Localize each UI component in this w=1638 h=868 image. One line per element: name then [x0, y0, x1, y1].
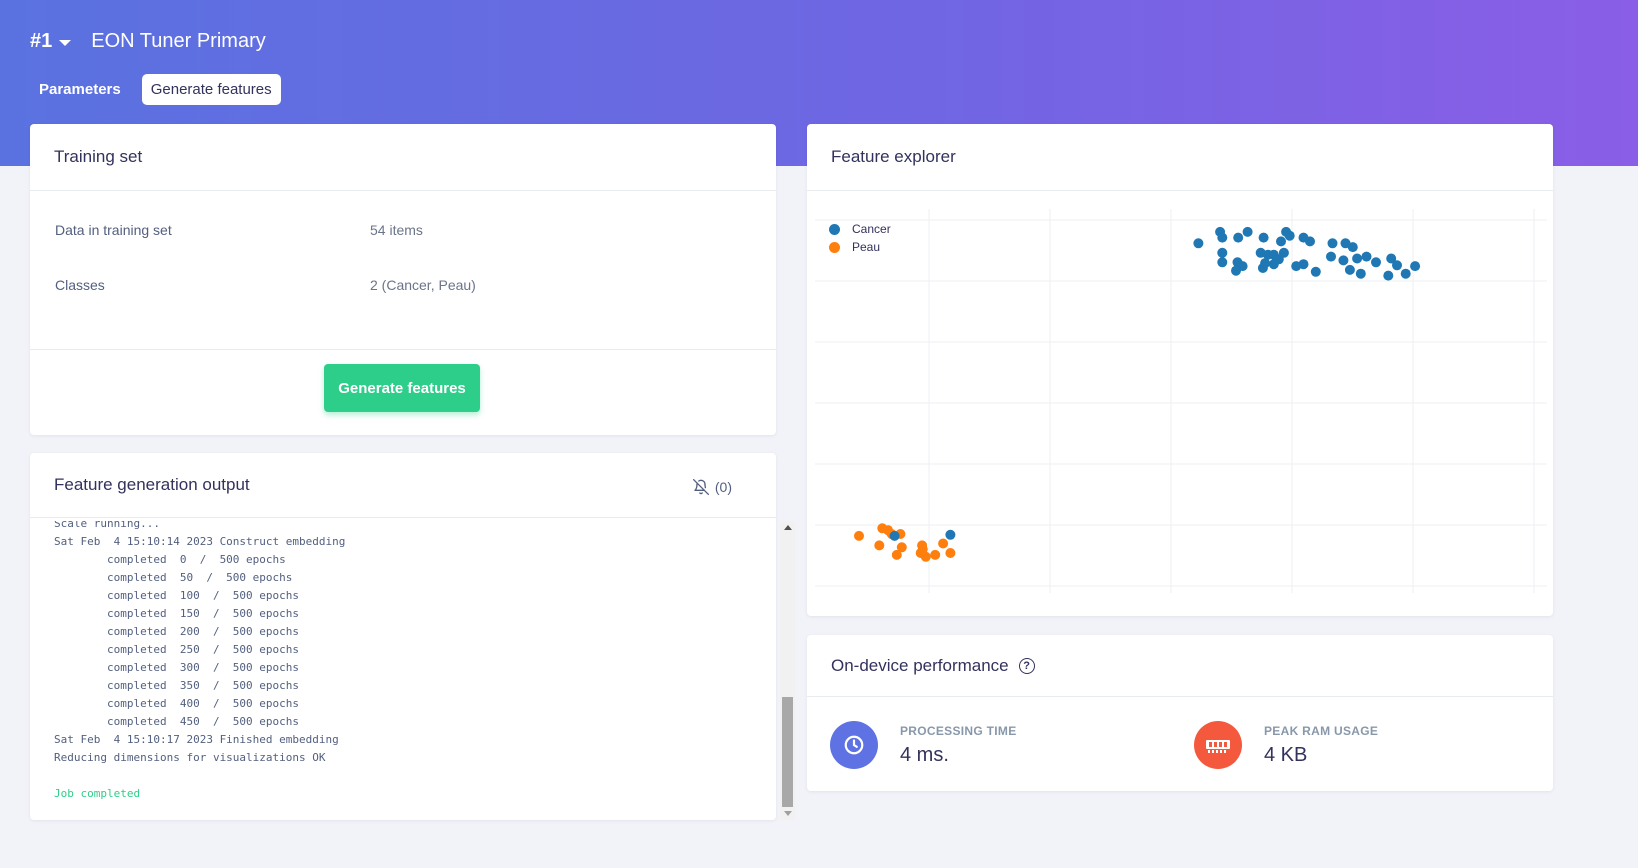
data-point-cancer[interactable]: [1310, 266, 1321, 277]
data-point-cancer[interactable]: [1361, 251, 1372, 262]
data-point-cancer[interactable]: [1338, 255, 1349, 266]
notification-toggle[interactable]: (0): [692, 479, 732, 495]
data-point-cancer[interactable]: [1383, 270, 1394, 281]
data-in-training-set-label: Data in training set: [55, 221, 172, 238]
bell-off-icon: [692, 479, 709, 495]
feature-generation-output-card: Feature generation output (0) Scale runn…: [30, 453, 795, 820]
job-status: Job completed: [54, 787, 141, 800]
data-point-cancer[interactable]: [1392, 260, 1402, 271]
data-point-cancer[interactable]: [1193, 238, 1204, 249]
data-point-cancer[interactable]: [1400, 268, 1411, 279]
data-point-peau[interactable]: [945, 548, 956, 558]
data-point-cancer[interactable]: [1284, 230, 1295, 241]
memory-icon: [1194, 721, 1242, 769]
data-point-cancer[interactable]: [1326, 251, 1336, 262]
tab-bar: Parameters Generate features: [30, 74, 281, 105]
data-point-peau[interactable]: [930, 549, 941, 560]
scroll-thumb[interactable]: [782, 697, 793, 807]
scroll-up-arrow[interactable]: [784, 525, 792, 530]
data-point-cancer[interactable]: [1231, 265, 1241, 276]
classes-value: 2 (Cancer, Peau): [370, 276, 476, 293]
feature-explorer-title: Feature explorer: [807, 124, 1553, 191]
data-point-cancer[interactable]: [1347, 242, 1358, 253]
legend-item-peau[interactable]: Peau: [829, 238, 891, 256]
training-set-title: Training set: [30, 124, 776, 191]
performance-header: On-device performance ?: [807, 635, 1553, 697]
data-point-cancer[interactable]: [1217, 257, 1228, 268]
processing-time-metric: PROCESSING TIME 4 ms.: [830, 721, 1017, 769]
data-point-cancer[interactable]: [1260, 258, 1271, 269]
peak-ram-value: 4 KB: [1264, 743, 1308, 766]
log-output[interactable]: Scale running... Sat Feb 4 15:10:14 2023…: [30, 521, 795, 820]
peak-ram-label: PEAK RAM USAGE: [1264, 723, 1379, 738]
data-point-cancer[interactable]: [945, 529, 956, 540]
tab-generate-features[interactable]: Generate features: [141, 74, 281, 105]
data-point-cancer[interactable]: [1410, 261, 1421, 272]
data-point-cancer[interactable]: [1355, 268, 1366, 279]
classes-row: Classes 2 (Cancer, Peau): [30, 257, 776, 312]
data-point-cancer[interactable]: [1327, 238, 1338, 249]
data-point-cancer[interactable]: [1344, 264, 1355, 275]
data-point-peau[interactable]: [915, 548, 926, 558]
performance-title: On-device performance: [831, 655, 1009, 675]
data-point-cancer[interactable]: [1258, 232, 1269, 243]
data-in-training-set-value: 54 items: [370, 221, 423, 238]
legend-dot-peau: [829, 241, 840, 253]
processing-time-label: PROCESSING TIME: [900, 723, 1017, 738]
classes-label: Classes: [55, 276, 105, 293]
data-point-cancer[interactable]: [1291, 261, 1302, 272]
log-lines: Scale running... Sat Feb 4 15:10:14 2023…: [54, 521, 346, 764]
chevron-down-icon: [59, 39, 72, 46]
training-set-card: Training set Data in training set 54 ite…: [30, 124, 776, 435]
log-text: Scale running... Sat Feb 4 15:10:14 2023…: [54, 521, 345, 803]
data-point-peau[interactable]: [917, 540, 928, 551]
feature-explorer-card: Feature explorer Cancer Peau: [807, 124, 1553, 616]
chart-legend: Cancer Peau: [829, 220, 891, 256]
data-point-cancer[interactable]: [1217, 232, 1228, 243]
impulse-title-row: #1 EON Tuner Primary: [30, 30, 266, 53]
data-point-cancer[interactable]: [1371, 257, 1381, 268]
legend-dot-cancer: [829, 223, 840, 235]
impulse-name: EON Tuner Primary: [91, 30, 266, 52]
data-point-cancer[interactable]: [1352, 253, 1363, 264]
scroll-down-arrow[interactable]: [784, 811, 792, 816]
feature-scatter-plot[interactable]: [807, 191, 1553, 616]
generate-features-button[interactable]: Generate features: [324, 364, 480, 412]
log-scrollbar[interactable]: [780, 521, 795, 820]
data-point-peau[interactable]: [877, 523, 888, 534]
data-point-cancer[interactable]: [889, 530, 900, 541]
impulse-selector[interactable]: #1: [30, 30, 72, 53]
notification-count: (0): [714, 479, 732, 495]
data-point-peau[interactable]: [854, 530, 864, 541]
data-point-peau[interactable]: [891, 549, 902, 560]
data-point-peau[interactable]: [896, 542, 907, 553]
output-title: Feature generation output: [30, 453, 776, 518]
peak-ram-metric: PEAK RAM USAGE 4 KB: [1194, 721, 1378, 769]
tab-parameters[interactable]: Parameters: [39, 81, 121, 98]
data-point-cancer[interactable]: [1386, 253, 1397, 264]
data-point-cancer[interactable]: [1305, 236, 1315, 247]
data-point-cancer[interactable]: [1242, 226, 1253, 237]
data-point-cancer[interactable]: [1276, 236, 1286, 247]
clock-icon: [830, 721, 878, 769]
legend-item-cancer[interactable]: Cancer: [829, 220, 891, 238]
help-icon[interactable]: ?: [1018, 657, 1035, 674]
data-point-cancer[interactable]: [1233, 232, 1244, 243]
impulse-number: #1: [30, 30, 53, 52]
processing-time-value: 4 ms.: [900, 743, 949, 766]
on-device-performance-card: On-device performance ? PROCESSING TIME …: [807, 635, 1553, 791]
legend-label-peau: Peau: [852, 240, 881, 254]
data-point-cancer[interactable]: [1217, 247, 1228, 258]
data-point-peau[interactable]: [938, 538, 949, 549]
legend-label-cancer: Cancer: [852, 222, 891, 236]
data-point-peau[interactable]: [874, 540, 885, 551]
divider: [30, 349, 776, 350]
training-data-row: Data in training set 54 items: [30, 202, 776, 257]
data-point-cancer[interactable]: [1268, 249, 1279, 260]
